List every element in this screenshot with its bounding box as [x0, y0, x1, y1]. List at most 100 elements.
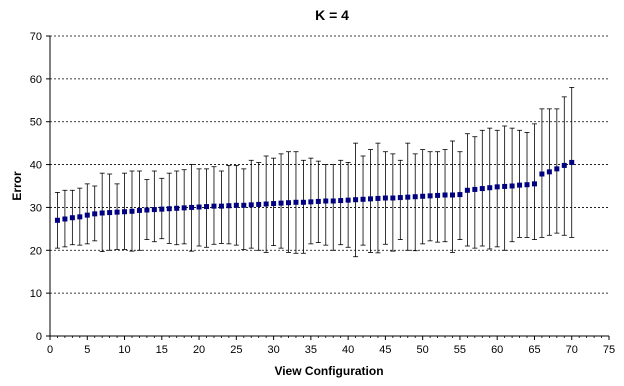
y-tick-label-70: 70	[30, 31, 42, 43]
x-tick-label-45: 45	[379, 344, 391, 356]
data-point	[218, 203, 224, 209]
data-point	[390, 195, 396, 201]
data-point	[84, 212, 90, 218]
data-point	[204, 204, 210, 210]
data-point	[69, 215, 75, 221]
data-point	[338, 198, 344, 204]
data-point	[129, 208, 135, 214]
x-tick-label-15: 15	[156, 344, 168, 356]
data-point	[122, 209, 128, 215]
data-point	[271, 201, 277, 207]
data-point	[300, 199, 306, 205]
data-point	[136, 207, 142, 213]
data-point	[382, 195, 388, 201]
data-point	[405, 194, 411, 200]
data-point	[494, 184, 500, 190]
data-point	[114, 209, 120, 215]
x-tick-label-0: 0	[47, 344, 53, 356]
data-point	[278, 200, 284, 206]
x-tick-label-20: 20	[193, 344, 205, 356]
data-point	[375, 195, 381, 201]
data-point	[561, 162, 567, 168]
data-point	[509, 183, 515, 189]
error-bar	[390, 153, 396, 252]
data-point	[449, 192, 455, 198]
data-point	[464, 187, 470, 193]
data-point	[226, 203, 232, 209]
chart-title: K = 4	[315, 7, 349, 23]
data-point	[546, 169, 552, 175]
data-point	[479, 186, 485, 192]
data-point	[166, 206, 172, 212]
error-bar	[472, 136, 478, 249]
data-point	[248, 202, 254, 208]
data-point	[517, 182, 523, 188]
data-point	[263, 201, 269, 207]
data-point	[345, 197, 351, 203]
error-bar	[330, 164, 336, 251]
error-bar	[151, 170, 157, 243]
data-point	[189, 204, 195, 210]
x-tick-label-60: 60	[491, 344, 503, 356]
x-axis-title: View Configuration	[274, 364, 383, 378]
error-bar	[241, 168, 247, 250]
x-tick-label-40: 40	[342, 344, 354, 356]
y-tick-label-50: 50	[30, 117, 42, 129]
data-point	[99, 210, 105, 216]
x-tick-label-70: 70	[566, 344, 578, 356]
x-tick-label-10: 10	[118, 344, 130, 356]
data-point	[181, 205, 187, 211]
data-point	[472, 186, 478, 192]
data-point	[487, 185, 493, 191]
error-bar	[300, 159, 306, 254]
data-point	[323, 198, 329, 204]
x-tick-label-75: 75	[603, 344, 615, 356]
error-bar	[323, 164, 329, 246]
data-point	[151, 207, 157, 213]
data-point	[211, 203, 217, 209]
data-point	[196, 204, 202, 210]
data-point	[442, 192, 448, 198]
data-point	[502, 183, 508, 189]
data-point	[107, 210, 113, 216]
data-point	[159, 206, 165, 212]
data-point	[435, 192, 441, 198]
data-point	[531, 181, 537, 187]
data-point	[286, 200, 292, 206]
data-point	[569, 159, 575, 165]
data-point	[144, 207, 150, 213]
data-point	[54, 217, 60, 223]
x-tick-label-30: 30	[267, 344, 279, 356]
data-point	[412, 194, 418, 200]
x-tick-label-55: 55	[454, 344, 466, 356]
data-point	[315, 198, 321, 204]
data-point	[524, 182, 530, 188]
marker-layer	[54, 159, 575, 223]
y-axis-title: Error	[10, 171, 24, 201]
data-point	[241, 202, 247, 208]
x-tick-label-25: 25	[230, 344, 242, 356]
data-point	[360, 196, 366, 202]
x-tick-label-65: 65	[528, 344, 540, 356]
data-point	[77, 214, 83, 220]
data-point	[330, 198, 336, 204]
grid-layer	[50, 35, 609, 294]
x-tick-label-5: 5	[84, 344, 90, 356]
error-bar	[114, 183, 120, 250]
error-bar	[345, 162, 351, 248]
data-point	[367, 196, 373, 202]
y-tick-label-40: 40	[30, 160, 42, 172]
error-bar	[412, 153, 418, 252]
data-point	[457, 192, 463, 198]
data-point	[308, 199, 314, 205]
data-point	[233, 202, 239, 208]
data-point	[420, 193, 426, 199]
y-tick-label-10: 10	[30, 288, 42, 300]
x-tick-label-35: 35	[305, 344, 317, 356]
errorbar-layer	[54, 87, 575, 258]
data-point	[62, 216, 68, 222]
y-tick-label-60: 60	[30, 74, 42, 86]
x-tick-label-50: 50	[417, 344, 429, 356]
